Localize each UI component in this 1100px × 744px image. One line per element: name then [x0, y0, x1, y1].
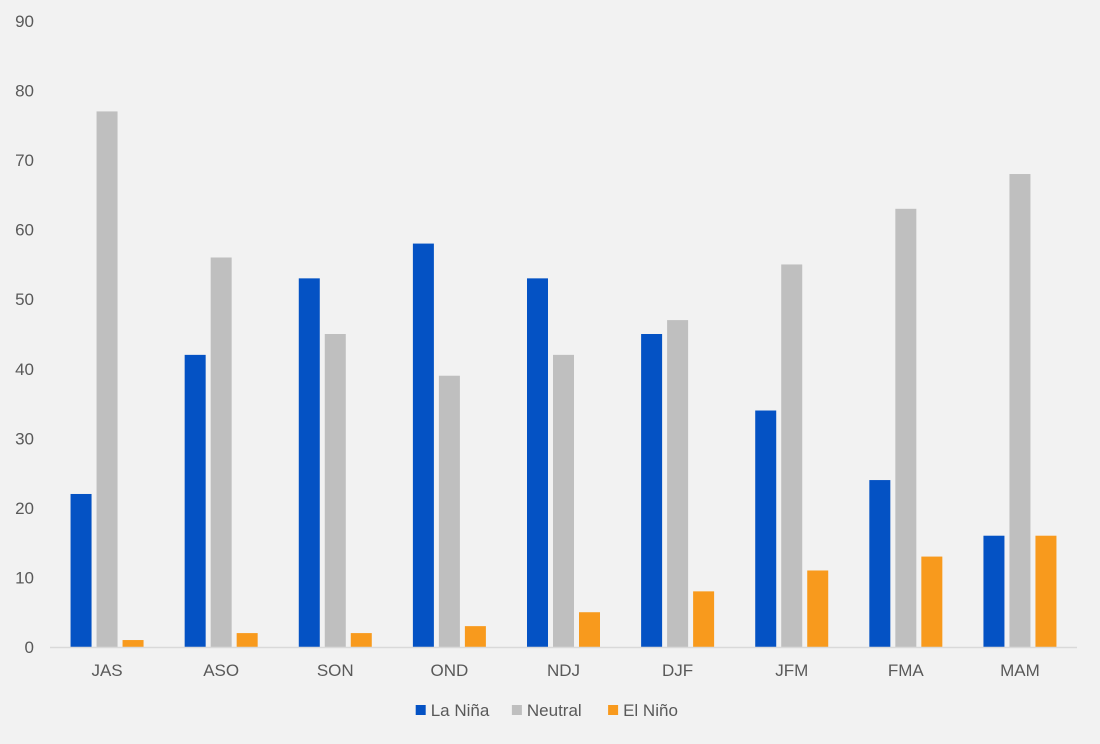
legend-label-neutral: Neutral	[527, 701, 582, 720]
y-tick-label: 0	[25, 638, 34, 657]
bar-el-nino-jas	[122, 640, 144, 647]
bar-neutral-fma	[895, 208, 917, 648]
legend-item-el-nino: El Niño	[608, 701, 678, 720]
bar-el-nino-fma	[921, 556, 943, 647]
x-tick-label: MAM	[1000, 661, 1040, 680]
bar-el-nino-son	[350, 633, 372, 647]
bar-neutral-aso	[210, 257, 232, 647]
x-tick-label: OND	[430, 661, 468, 680]
bar-el-nino-aso	[236, 633, 258, 647]
y-tick-label: 70	[15, 151, 34, 170]
legend-label-la-nina: La Niña	[431, 701, 490, 720]
bar-la-nina-jfm	[755, 410, 777, 647]
y-tick-label: 50	[15, 290, 34, 309]
bar-el-nino-ond	[464, 626, 486, 647]
bar-la-nina-jas	[70, 493, 92, 647]
bar-la-nina-fma	[869, 480, 891, 647]
legend-swatch-neutral	[511, 705, 522, 715]
x-tick-label: JFM	[775, 661, 808, 680]
bar-neutral-ndj	[553, 354, 574, 647]
y-tick-label: 20	[15, 499, 34, 518]
y-tick-label: 30	[15, 429, 34, 448]
y-tick-label: 10	[15, 568, 34, 587]
bar-el-nino-mam	[1035, 535, 1057, 647]
bar-la-nina-mam	[983, 535, 1005, 647]
bar-neutral-son	[324, 334, 346, 647]
bar-neutral-ond	[438, 375, 460, 647]
bar-la-nina-ndj	[527, 278, 548, 647]
x-tick-label: FMA	[888, 661, 925, 680]
bar-la-nina-son	[298, 278, 320, 647]
bar-el-nino-djf	[693, 591, 715, 647]
y-tick-label: 90	[15, 12, 34, 31]
x-axis-ticks: JAS ASO SON OND NDJ DJF JFM FMA MAM	[91, 661, 1039, 680]
x-tick-label: DJF	[662, 661, 693, 680]
bars-group	[70, 111, 1057, 648]
legend-item-neutral: Neutral	[511, 701, 582, 720]
x-tick-label: JAS	[91, 661, 122, 680]
y-tick-label: 80	[15, 82, 34, 101]
legend-swatch-la-nina	[415, 705, 426, 715]
bar-neutral-djf	[667, 320, 689, 647]
y-tick-label: 40	[15, 360, 34, 379]
bar-neutral-jfm	[781, 264, 803, 647]
bar-el-nino-jfm	[807, 570, 829, 647]
legend-item-la-nina: La Niña	[415, 701, 490, 720]
bar-neutral-jas	[96, 111, 118, 647]
legend: La Niña Neutral El Niño	[415, 701, 678, 720]
legend-swatch-el-nino	[608, 705, 619, 715]
x-tick-label: NDJ	[547, 661, 580, 680]
bar-el-nino-ndj	[579, 612, 600, 647]
bar-la-nina-djf	[641, 334, 663, 647]
bar-neutral-mam	[1009, 174, 1031, 647]
y-axis-ticks: 0 10 20 30 40 50 60 70 80 90	[15, 12, 34, 657]
x-tick-label: SON	[317, 661, 354, 680]
legend-label-el-nino: El Niño	[623, 701, 678, 720]
y-tick-label: 60	[15, 221, 34, 240]
x-tick-label: ASO	[203, 661, 239, 680]
bar-la-nina-ond	[412, 243, 434, 648]
bar-la-nina-aso	[184, 354, 206, 647]
